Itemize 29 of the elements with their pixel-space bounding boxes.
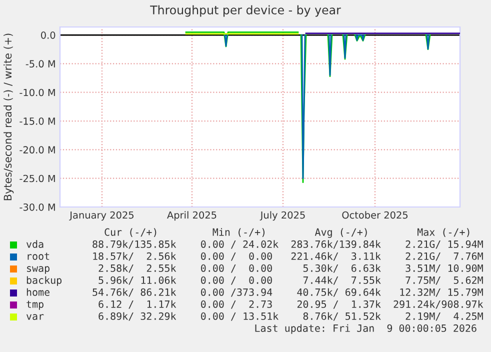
y-tick-label: -5.0 M	[26, 60, 55, 68]
legend-label: swap	[27, 266, 50, 274]
y-tick-label: -10.0 M	[20, 88, 55, 96]
text: 6.12 / 1.17k 0.00 / 2.73 20.95 / 1.37k 291.24k/908.97k	[98, 300, 484, 309]
y-tick-label: -25.0 M	[20, 174, 55, 182]
text: 6.89k/ 32.29k 0.00 / 13.51k 8.76k/ 51.52k 2.19M/ 4.25M	[98, 312, 483, 321]
y-axis-title: Bytes/second read (-) / write (+)	[4, 34, 14, 200]
x-tick-label: April 2025	[167, 211, 216, 221]
legend-label: home	[26, 288, 50, 296]
text: Last update: Fri Jan 9 00:00:05 2026	[255, 324, 476, 334]
legend-label: root	[28, 252, 50, 260]
y-tick-label: -20.0 M	[20, 146, 55, 154]
y-tick-label: -30.0 M	[20, 203, 55, 211]
x-tick-label: July 2025	[260, 211, 305, 221]
text: 18.57k/ 2.56k 0.00 / 0.00 221.46k/ 3.11k 2.21G/ 7.76M	[93, 252, 483, 261]
x-tick-label: January 2025	[69, 211, 134, 221]
legend-label: backup	[26, 276, 62, 286]
legend-label: tmp	[26, 300, 44, 310]
text: 54.76k/ 86.21k 0.00 /373.94 40.75k/ 69.64k 12.32M/ 15.79M	[92, 288, 483, 297]
text: 2.58k/ 2.55k 0.00 / 0.00 5.30k/ 6.63k 3.51M/ 10.90M	[98, 264, 483, 273]
text: Cur (-/+) Min (-/+) Avg (-/+) Max (-/+)	[104, 228, 470, 238]
text: 88.79k/135.85k 0.00 / 24.02k 283.76k/139.84k 2.21G/ 15.94M	[92, 240, 483, 249]
y-tick-label: 0.0	[41, 32, 56, 39]
legend-label: var	[26, 314, 44, 320]
x-tick-label: October 2025	[342, 211, 408, 219]
legend-label: vda	[26, 240, 44, 248]
y-tick-label: -15.0 M	[20, 117, 55, 125]
chart-title: Throughput per device - by year	[150, 5, 341, 17]
text: 5.96k/ 11.06k 0.00 / 0.00 7.44k/ 7.55k 7.75M/ 5.62M	[98, 276, 483, 285]
